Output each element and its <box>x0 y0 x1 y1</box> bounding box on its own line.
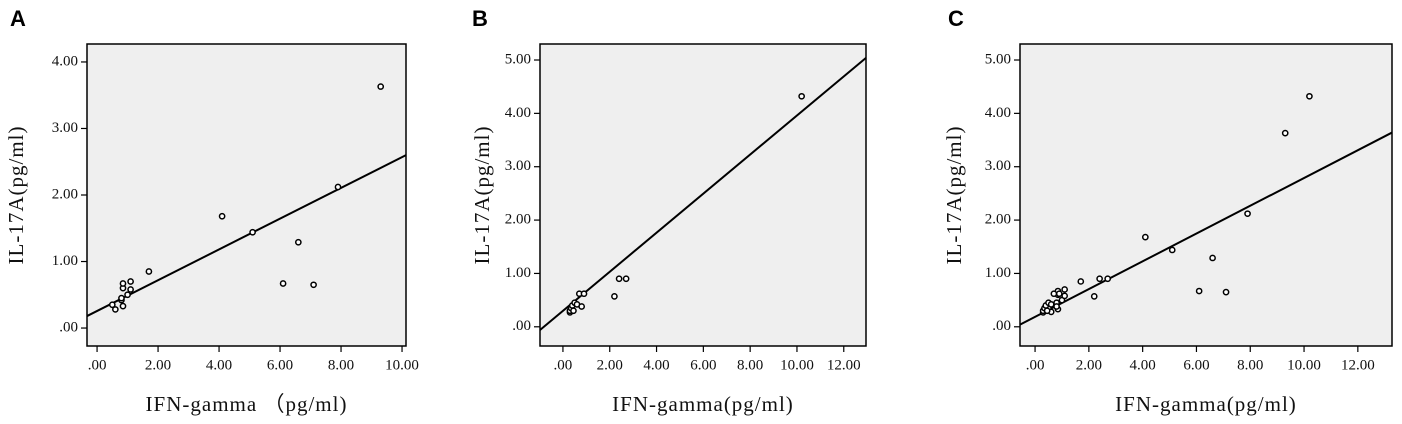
point <box>611 293 618 300</box>
x-tick-label: 8.00 <box>1237 357 1263 373</box>
point <box>1222 288 1230 296</box>
point <box>279 280 287 287</box>
point <box>1061 292 1069 300</box>
point <box>218 212 226 220</box>
x-tick-label: 8.00 <box>737 357 763 373</box>
point <box>1043 307 1051 315</box>
x-tick-label: 4.00 <box>1130 357 1156 373</box>
point <box>1195 287 1203 295</box>
point <box>1053 303 1060 310</box>
y-tick-label: 2.00 <box>505 212 531 228</box>
y-axis-label: IL-17A(pg/ml) <box>470 126 494 265</box>
point <box>249 228 256 236</box>
x-tick-label: 2.00 <box>597 357 623 373</box>
y-tick-label: .00 <box>512 318 531 334</box>
x-tick-label: 4.00 <box>643 357 669 373</box>
point <box>108 301 116 309</box>
x-tick-label: 6.00 <box>690 357 716 373</box>
y-tick-label: 1.00 <box>505 265 531 281</box>
y-tick-label: 1.00 <box>985 265 1011 281</box>
x-tick-label: 4.00 <box>206 357 232 373</box>
y-tick-label: 3.00 <box>52 120 78 136</box>
point <box>145 268 153 275</box>
y-tick-label: 5.00 <box>985 51 1011 67</box>
point <box>294 238 302 246</box>
x-tick-label: 2.00 <box>1076 357 1102 373</box>
y-tick-label: 4.00 <box>505 105 531 121</box>
panel-label: C <box>948 6 964 31</box>
plot-area <box>1019 43 1393 347</box>
x-tick-label: .00 <box>88 357 107 373</box>
fit-line <box>539 57 867 331</box>
point <box>127 286 134 293</box>
y-tick-label: 2.00 <box>52 186 78 202</box>
point <box>1096 275 1103 283</box>
point <box>570 307 577 315</box>
x-tick-label: 12.00 <box>1341 357 1375 373</box>
point <box>1104 275 1112 283</box>
point <box>112 306 119 313</box>
point <box>578 303 586 310</box>
point <box>1141 233 1149 241</box>
y-tick-label: 4.00 <box>52 53 78 69</box>
fit-line <box>1019 131 1393 326</box>
y-axis-label: IL-17A(pg/ml) <box>4 126 28 265</box>
x-tick-label: .00 <box>1026 357 1045 373</box>
point <box>124 291 131 299</box>
point <box>1244 210 1251 218</box>
fit-line <box>86 154 407 317</box>
x-tick-label: 8.00 <box>328 357 354 373</box>
point <box>1055 290 1063 298</box>
x-tick-label: 10.00 <box>385 357 419 373</box>
point <box>615 275 623 283</box>
point <box>334 183 342 191</box>
y-axis-label: IL-17A(pg/ml) <box>942 126 966 265</box>
y-tick-label: 4.00 <box>985 105 1011 121</box>
panel-label: A <box>10 6 26 31</box>
point <box>1281 129 1289 137</box>
x-tick-label: 6.00 <box>1183 357 1209 373</box>
y-tick-label: 1.00 <box>52 253 78 269</box>
y-tick-label: .00 <box>59 319 78 335</box>
x-tick-label: .00 <box>554 357 573 373</box>
x-tick-label: 10.00 <box>1287 357 1321 373</box>
y-tick-label: 2.00 <box>985 212 1011 228</box>
point <box>119 280 127 287</box>
x-tick-label: 12.00 <box>827 357 861 373</box>
y-tick-label: 3.00 <box>505 158 531 174</box>
x-axis-label: IFN-gamma （pg/ml) <box>146 392 348 416</box>
point <box>1168 246 1176 254</box>
point <box>1077 278 1085 285</box>
point <box>622 275 630 283</box>
x-axis-label: IFN-gamma(pg/ml) <box>1115 392 1297 416</box>
point <box>118 294 125 302</box>
point <box>1047 301 1055 308</box>
panel-label: B <box>472 6 488 31</box>
point <box>1061 286 1069 293</box>
point <box>1209 254 1216 262</box>
x-axis-label: IFN-gamma(pg/ml) <box>612 392 794 416</box>
y-tick-label: 3.00 <box>985 158 1011 174</box>
point <box>310 281 317 289</box>
point <box>1306 92 1313 100</box>
point <box>580 290 588 298</box>
point <box>127 278 134 285</box>
x-tick-label: 2.00 <box>145 357 171 373</box>
point <box>377 83 385 90</box>
y-tick-label: .00 <box>992 318 1011 334</box>
y-tick-label: 5.00 <box>505 51 531 67</box>
point <box>119 302 127 310</box>
point <box>798 92 805 100</box>
x-tick-label: 10.00 <box>780 357 814 373</box>
x-tick-label: 6.00 <box>267 357 293 373</box>
plot-area <box>86 43 407 347</box>
point <box>1050 290 1058 298</box>
point <box>1090 293 1098 300</box>
